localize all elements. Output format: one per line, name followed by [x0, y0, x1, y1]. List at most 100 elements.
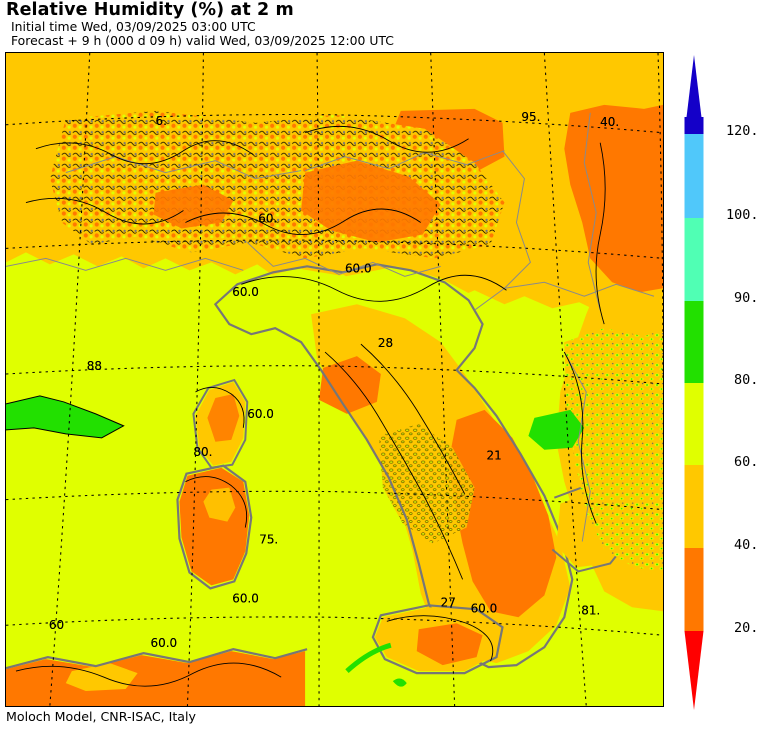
colorbar-band-cyan — [684, 134, 704, 218]
coastline-north-africa — [6, 648, 308, 670]
colorbar-tick-90: 90. — [734, 290, 759, 306]
contour-labels: 6.6. 95.95. 40.40.60.60.60.060.060.060.088… — [49, 110, 619, 650]
field-green-patch-adriatic — [528, 409, 585, 450]
contour-label: 60.060.0 — [345, 261, 372, 275]
graticule-lat-1 — [6, 114, 663, 134]
field-sardinia-inner — [203, 487, 236, 522]
colorbar-band-gold — [684, 465, 704, 548]
colorbar-tick-40: 40. — [734, 537, 759, 553]
graticule-lon-2 — [186, 53, 204, 706]
svg-text:21: 21 — [487, 449, 502, 463]
field-sicily-orange — [416, 623, 483, 666]
svg-text:60: 60 — [49, 618, 64, 632]
colorbar-extend-top — [684, 55, 704, 134]
field-tuscany-orange — [319, 356, 381, 414]
humidity-contour-map[interactable]: 6.6. 95.95. 40.40.60.60.60.060.060.060.088… — [6, 53, 663, 706]
colorbar-band-blue — [684, 117, 704, 134]
coastline-italy — [213, 263, 574, 669]
graticule-lat-4 — [6, 490, 663, 511]
contour-label-text: 75. — [259, 532, 278, 546]
coastline-corsica — [192, 378, 249, 469]
svg-text:60.0: 60.0 — [345, 261, 372, 275]
graticule-lon-1 — [49, 53, 91, 706]
field-corsica-orange — [207, 393, 240, 442]
contour-label-text: 6. — [156, 114, 167, 128]
model-credit: Moloch Model, CNR-ISAC, Italy — [6, 709, 196, 724]
map-panel[interactable]: 6. 6. 95. 95. 40. 40. 60. 60. 60.0 60.0 60.0 60.0 88… — [5, 52, 664, 707]
contour-label-text: 81. — [581, 603, 600, 617]
graticule-lat-5 — [6, 616, 663, 636]
contour-label-text: 60.0 — [232, 285, 259, 299]
field-orange-east-europe — [564, 104, 663, 293]
colorbar-tick-60: 60. — [734, 454, 759, 470]
contour-label-text: 60 — [49, 618, 64, 632]
field-apennine-orange — [448, 409, 557, 618]
contour-label-text: 60.0 — [247, 407, 274, 421]
svg-text:28: 28 — [378, 336, 393, 350]
svg-text:60.0: 60.0 — [247, 407, 274, 421]
map-content: 6.6. 95.95. 40.40.60.60.60.060.060.060.088… — [6, 53, 663, 706]
contour-label: 95.95. — [521, 110, 540, 124]
svg-text:60.: 60. — [258, 211, 277, 225]
forecast-valid-text: Forecast + 9 h (000 d 09 h) valid Wed, 0… — [11, 33, 394, 48]
field-apennine-mottle — [378, 423, 475, 544]
coastline-green-west — [6, 395, 125, 439]
header: Relative Humidity (%) at 2 m Initial tim… — [6, 0, 626, 47]
country-borders — [6, 112, 655, 542]
field-po-valley — [221, 266, 491, 341]
field-green-dot-sicily — [392, 678, 407, 687]
contour-lines — [15, 125, 606, 687]
graticule-lat-2 — [6, 239, 663, 259]
colorbar-extend-bottom — [684, 631, 704, 710]
svg-text:40.: 40. — [600, 115, 619, 129]
contour-label-text: 21 — [487, 449, 502, 463]
contour-label: 80.80. — [193, 445, 212, 459]
page-title: Relative Humidity (%) at 2 m — [6, 0, 294, 20]
svg-text:60.0: 60.0 — [471, 601, 498, 615]
contour-label: 60.060.0 — [151, 636, 178, 650]
contour-label-text: 60. — [258, 211, 277, 225]
colorbar[interactable]: 120. 100. 90. 80. 60. 40. 20. — [682, 55, 759, 710]
colorbar-band-orange — [684, 548, 704, 631]
contour-label: 40.40. — [600, 115, 619, 129]
contour-label: 81.81. — [581, 603, 600, 617]
graticule-lat-3 — [6, 365, 663, 385]
svg-text:88: 88 — [87, 359, 102, 373]
contour-label: 75.75. — [259, 532, 278, 546]
contour-label-text: 88 — [87, 359, 102, 373]
contour-label-text: 28 — [378, 336, 393, 350]
colorbar-band-yellowgreen — [684, 383, 704, 465]
svg-text:80.: 80. — [193, 445, 212, 459]
graticule-lon-3 — [316, 53, 320, 706]
contour-label-text: 60.0 — [471, 601, 498, 615]
svg-text:75.: 75. — [259, 532, 278, 546]
graticule — [6, 53, 663, 706]
colorbar-tick-120: 120. — [726, 123, 759, 139]
coastline-sardinia — [176, 464, 253, 590]
initial-time-text: Initial time Wed, 03/09/2025 03:00 UTC — [11, 19, 256, 34]
svg-text:95.: 95. — [521, 110, 540, 124]
svg-text:60.0: 60.0 — [232, 285, 259, 299]
contour-label: 60.60. — [258, 211, 277, 225]
colorbar-tick-20: 20. — [734, 620, 759, 636]
colorbar-tick-100: 100. — [726, 207, 759, 223]
field-alps-orange-core — [301, 160, 441, 243]
field-north-africa — [6, 651, 306, 706]
field-green-patch-west — [6, 395, 124, 438]
contour-label-text: 60.0 — [232, 591, 259, 605]
contour-label-text: 80. — [193, 445, 212, 459]
contour-label: 6.6. — [156, 114, 167, 128]
graticule-lon-4 — [430, 53, 456, 706]
colorbar-band-green — [684, 301, 704, 383]
colorbar-swatches[interactable] — [682, 55, 756, 710]
svg-text:6.: 6. — [156, 114, 167, 128]
contour-label-text: 27 — [441, 595, 456, 609]
field-green-arc-sicily — [345, 642, 392, 673]
svg-text:27: 27 — [441, 595, 456, 609]
